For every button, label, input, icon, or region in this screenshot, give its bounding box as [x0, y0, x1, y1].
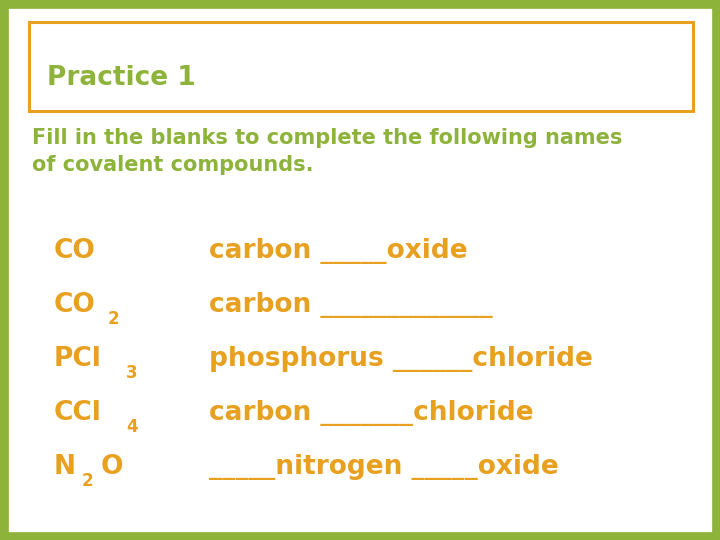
Text: O: O — [101, 454, 123, 480]
Text: N: N — [54, 454, 76, 480]
Text: 2: 2 — [108, 309, 120, 328]
FancyBboxPatch shape — [29, 22, 693, 111]
Text: CCl: CCl — [54, 400, 102, 426]
Text: CO: CO — [54, 238, 96, 264]
Text: 3: 3 — [126, 363, 138, 382]
Text: 4: 4 — [126, 417, 138, 436]
Text: _____nitrogen _____oxide: _____nitrogen _____oxide — [209, 454, 559, 480]
Text: carbon _______chloride: carbon _______chloride — [209, 400, 534, 426]
Text: CO: CO — [54, 292, 96, 318]
Text: of covalent compounds.: of covalent compounds. — [32, 154, 314, 175]
Text: 2: 2 — [81, 471, 93, 490]
Text: Fill in the blanks to complete the following names: Fill in the blanks to complete the follo… — [32, 127, 623, 148]
Text: phosphorus ______chloride: phosphorus ______chloride — [209, 346, 593, 372]
Text: carbon _____________: carbon _____________ — [209, 292, 492, 318]
Text: Practice 1: Practice 1 — [47, 65, 196, 91]
Text: PCl: PCl — [54, 346, 102, 372]
Text: carbon _____oxide: carbon _____oxide — [209, 238, 467, 264]
